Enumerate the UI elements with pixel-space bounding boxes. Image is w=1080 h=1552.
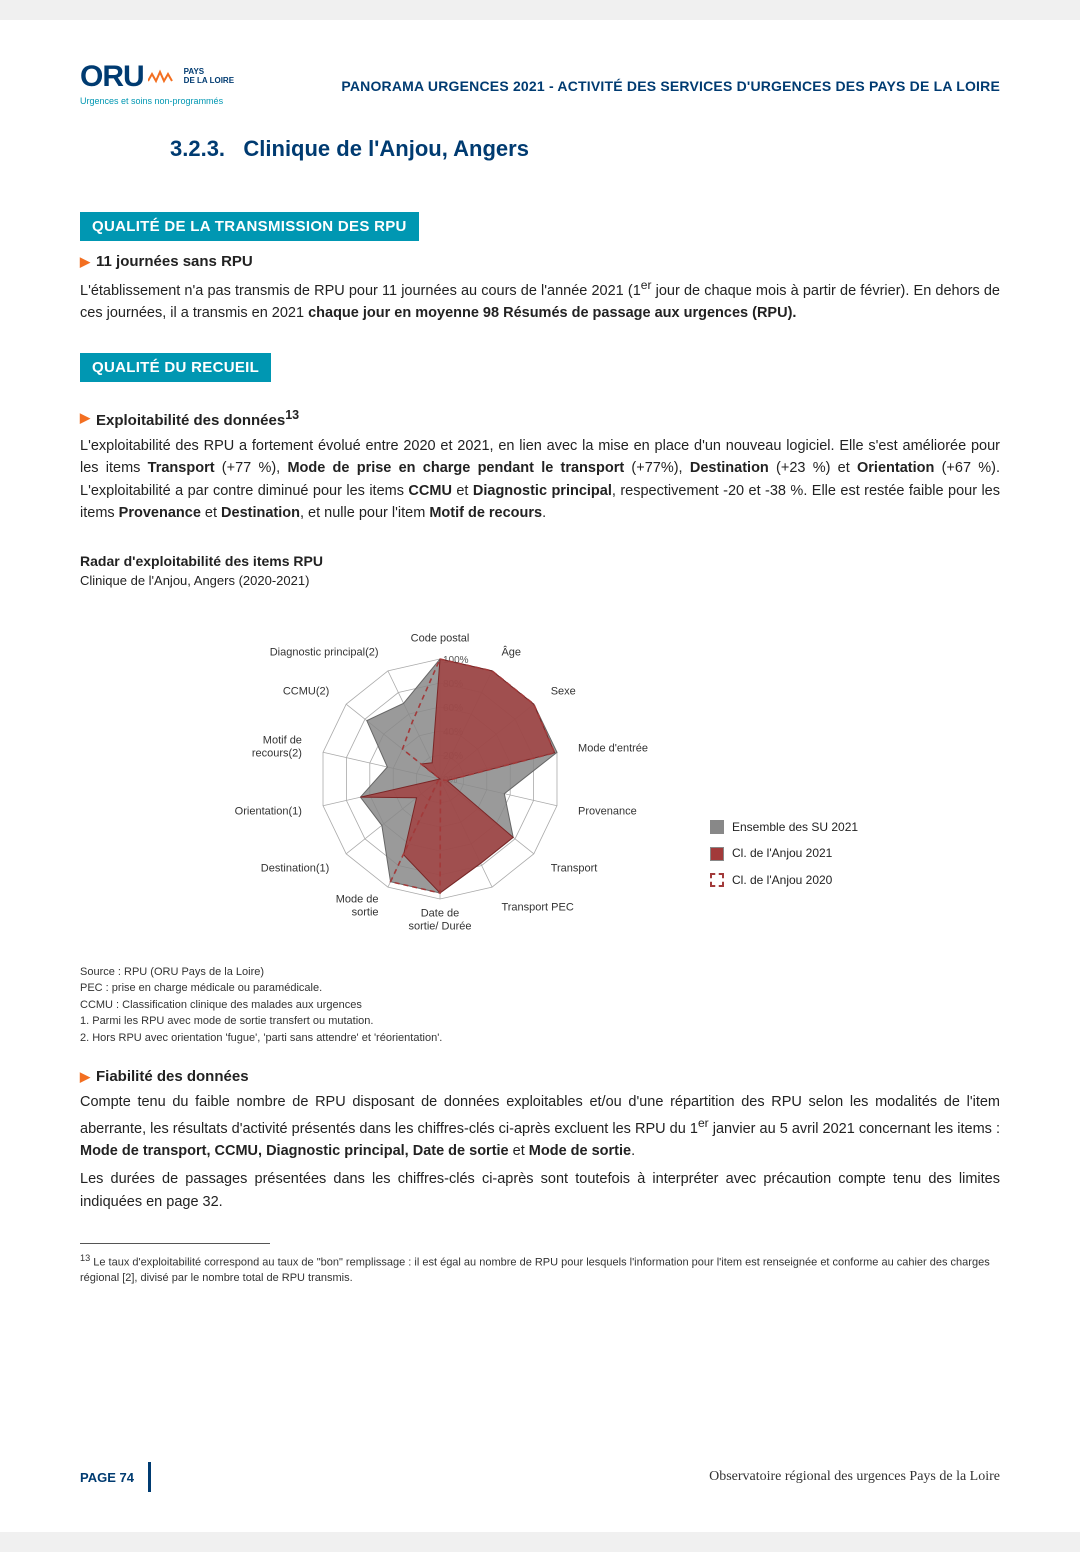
svg-text:CCMU(2): CCMU(2)	[283, 685, 329, 697]
page-number: PAGE 74	[80, 1462, 151, 1492]
svg-text:Diagnostic principal(2): Diagnostic principal(2)	[270, 646, 379, 658]
radar-notes: Source : RPU (ORU Pays de la Loire)PEC :…	[80, 964, 1000, 1047]
page-header: ORU PAYS DE LA LOIRE Urgences et soins n…	[80, 60, 1000, 106]
svg-text:Mode d'entrée: Mode d'entrée	[578, 742, 648, 754]
svg-text:Transport PEC: Transport PEC	[501, 901, 573, 913]
para-fiabilite-2: Les durées de passages présentées dans l…	[80, 1168, 1000, 1213]
radar-chart: 0%20%40%60%80%100%Code postalÂgeSexeMode…	[200, 594, 680, 954]
svg-text:Âge: Âge	[501, 645, 521, 658]
legend-ensemble: Ensemble des SU 2021	[710, 814, 858, 840]
bullet-fiabilite-text: Fiabilité des données	[96, 1068, 249, 1085]
footnote: 13 Le taux d'exploitabilité correspond a…	[80, 1252, 1000, 1286]
svg-text:recours(2): recours(2)	[252, 747, 302, 759]
svg-text:Sexe: Sexe	[551, 685, 576, 697]
legend-anjou-2021: Cl. de l'Anjou 2021	[710, 840, 858, 866]
radar-block: Radar d'exploitabilité des items RPU Cli…	[80, 553, 1000, 1047]
svg-text:Transport: Transport	[551, 862, 598, 874]
section-heading: 3.2.3. Clinique de l'Anjou, Angers	[170, 136, 1000, 162]
svg-text:Code postal: Code postal	[411, 632, 470, 644]
svg-text:Orientation(1): Orientation(1)	[235, 805, 302, 817]
footer-org: Observatoire régional des urgences Pays …	[709, 1469, 1000, 1485]
header-title: PANORAMA URGENCES 2021 - ACTIVITÉ DES SE…	[341, 78, 1000, 94]
logo-region2: DE LA LOIRE	[184, 77, 234, 86]
swatch-grey-icon	[710, 820, 724, 834]
radar-subtitle: Clinique de l'Anjou, Angers (2020-2021)	[80, 573, 1000, 588]
svg-text:Date de: Date de	[421, 907, 460, 919]
bullet-no-rpu-text: 11 journées sans RPU	[96, 253, 253, 270]
logo-wave-icon	[148, 67, 178, 87]
svg-text:Mode de: Mode de	[336, 893, 379, 905]
bullet-no-rpu: ▶ 11 journées sans RPU	[80, 253, 1000, 270]
triangle-icon: ▶	[80, 410, 90, 426]
bullet-exploit-text: Exploitabilité des données13	[96, 408, 299, 429]
document-page: ORU PAYS DE LA LOIRE Urgences et soins n…	[0, 20, 1080, 1532]
bullet-fiabilite: ▶ Fiabilité des données	[80, 1068, 1000, 1085]
logo-tagline: Urgences et soins non-programmés	[80, 96, 234, 106]
triangle-icon: ▶	[80, 1069, 90, 1085]
footnote-rule	[80, 1243, 270, 1244]
banner-transmission: QUALITÉ DE LA TRANSMISSION DES RPU	[80, 212, 419, 241]
logo: ORU PAYS DE LA LOIRE Urgences et soins n…	[80, 60, 234, 106]
swatch-dashed-icon	[710, 873, 724, 887]
svg-text:sortie: sortie	[352, 906, 379, 918]
para-transmission: L'établissement n'a pas transmis de RPU …	[80, 276, 1000, 325]
legend-anjou-2020: Cl. de l'Anjou 2020	[710, 867, 858, 893]
radar-legend: Ensemble des SU 2021 Cl. de l'Anjou 2021…	[710, 814, 858, 893]
banner-recueil: QUALITÉ DU RECUEIL	[80, 353, 271, 382]
svg-text:Motif de: Motif de	[263, 734, 302, 746]
section-name: Clinique de l'Anjou, Angers	[243, 136, 529, 161]
radar-title: Radar d'exploitabilité des items RPU	[80, 553, 1000, 569]
para-exploit: L'exploitabilité des RPU a fortement évo…	[80, 435, 1000, 525]
logo-text: ORU	[80, 60, 144, 94]
svg-text:Provenance: Provenance	[578, 805, 637, 817]
page-footer: PAGE 74 Observatoire régional des urgenc…	[80, 1462, 1000, 1492]
swatch-red-icon	[710, 847, 724, 861]
bullet-exploit: ▶ Exploitabilité des données13	[80, 408, 1000, 429]
para-fiabilite-1: Compte tenu du faible nombre de RPU disp…	[80, 1091, 1000, 1162]
svg-text:sortie/ Durée: sortie/ Durée	[409, 920, 472, 932]
svg-text:Destination(1): Destination(1)	[261, 862, 329, 874]
section-number: 3.2.3.	[170, 136, 225, 161]
triangle-icon: ▶	[80, 254, 90, 270]
